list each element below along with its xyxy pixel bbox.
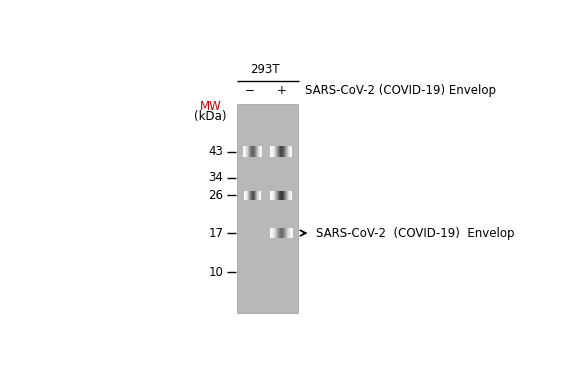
Bar <box>275 228 276 238</box>
Bar <box>278 228 279 238</box>
Text: 293T: 293T <box>250 63 280 76</box>
Text: MW: MW <box>200 100 221 113</box>
Text: SARS-CoV-2  (COVID-19)  Envelop: SARS-CoV-2 (COVID-19) Envelop <box>317 226 515 240</box>
Text: (kDa): (kDa) <box>194 110 226 123</box>
Bar <box>290 228 291 238</box>
Bar <box>270 228 271 238</box>
Bar <box>237 104 299 313</box>
Bar <box>280 228 281 238</box>
Text: 43: 43 <box>208 145 223 158</box>
Bar <box>292 228 293 238</box>
Bar <box>279 228 280 238</box>
Text: +: + <box>276 84 286 97</box>
Bar <box>274 228 275 238</box>
Bar <box>281 228 282 238</box>
Text: 26: 26 <box>208 189 223 202</box>
Bar <box>277 228 278 238</box>
Bar <box>286 228 287 238</box>
Bar <box>291 228 292 238</box>
Bar <box>285 228 286 238</box>
Bar <box>289 228 290 238</box>
Bar <box>272 228 273 238</box>
Bar <box>287 228 288 238</box>
Text: 17: 17 <box>208 226 223 240</box>
Bar <box>273 228 274 238</box>
Bar <box>284 228 285 238</box>
Bar <box>269 228 270 238</box>
Bar <box>288 228 289 238</box>
Bar <box>282 228 283 238</box>
Text: 10: 10 <box>208 266 223 279</box>
Text: −: − <box>245 84 255 97</box>
Bar <box>276 228 277 238</box>
Text: SARS-CoV-2 (COVID-19) Envelop: SARS-CoV-2 (COVID-19) Envelop <box>305 84 496 97</box>
Text: 34: 34 <box>208 171 223 184</box>
Bar <box>283 228 284 238</box>
Bar <box>271 228 272 238</box>
